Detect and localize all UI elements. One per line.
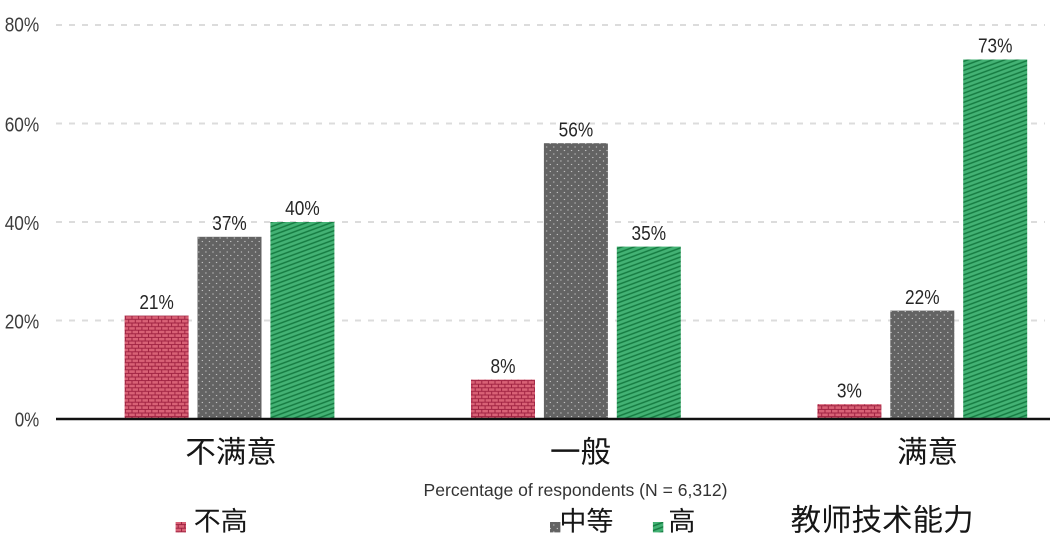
svg-text:60%: 60% xyxy=(5,115,40,137)
svg-text:56%: 56% xyxy=(559,119,594,141)
svg-text:3%: 3% xyxy=(837,380,862,402)
svg-text:40%: 40% xyxy=(285,198,320,220)
svg-text:35%: 35% xyxy=(632,223,667,245)
svg-text:73%: 73% xyxy=(978,36,1013,58)
svg-text:37%: 37% xyxy=(212,213,247,235)
svg-text:22%: 22% xyxy=(905,287,940,309)
svg-text:Percentage of respondents (N =: Percentage of respondents (N = 6,312) xyxy=(424,480,728,500)
svg-text:0%: 0% xyxy=(15,410,40,432)
svg-text:80%: 80% xyxy=(5,15,40,37)
svg-text:40%: 40% xyxy=(5,213,40,235)
svg-text:21%: 21% xyxy=(139,292,174,314)
svg-text:8%: 8% xyxy=(491,356,516,378)
svg-text:20%: 20% xyxy=(5,312,40,334)
